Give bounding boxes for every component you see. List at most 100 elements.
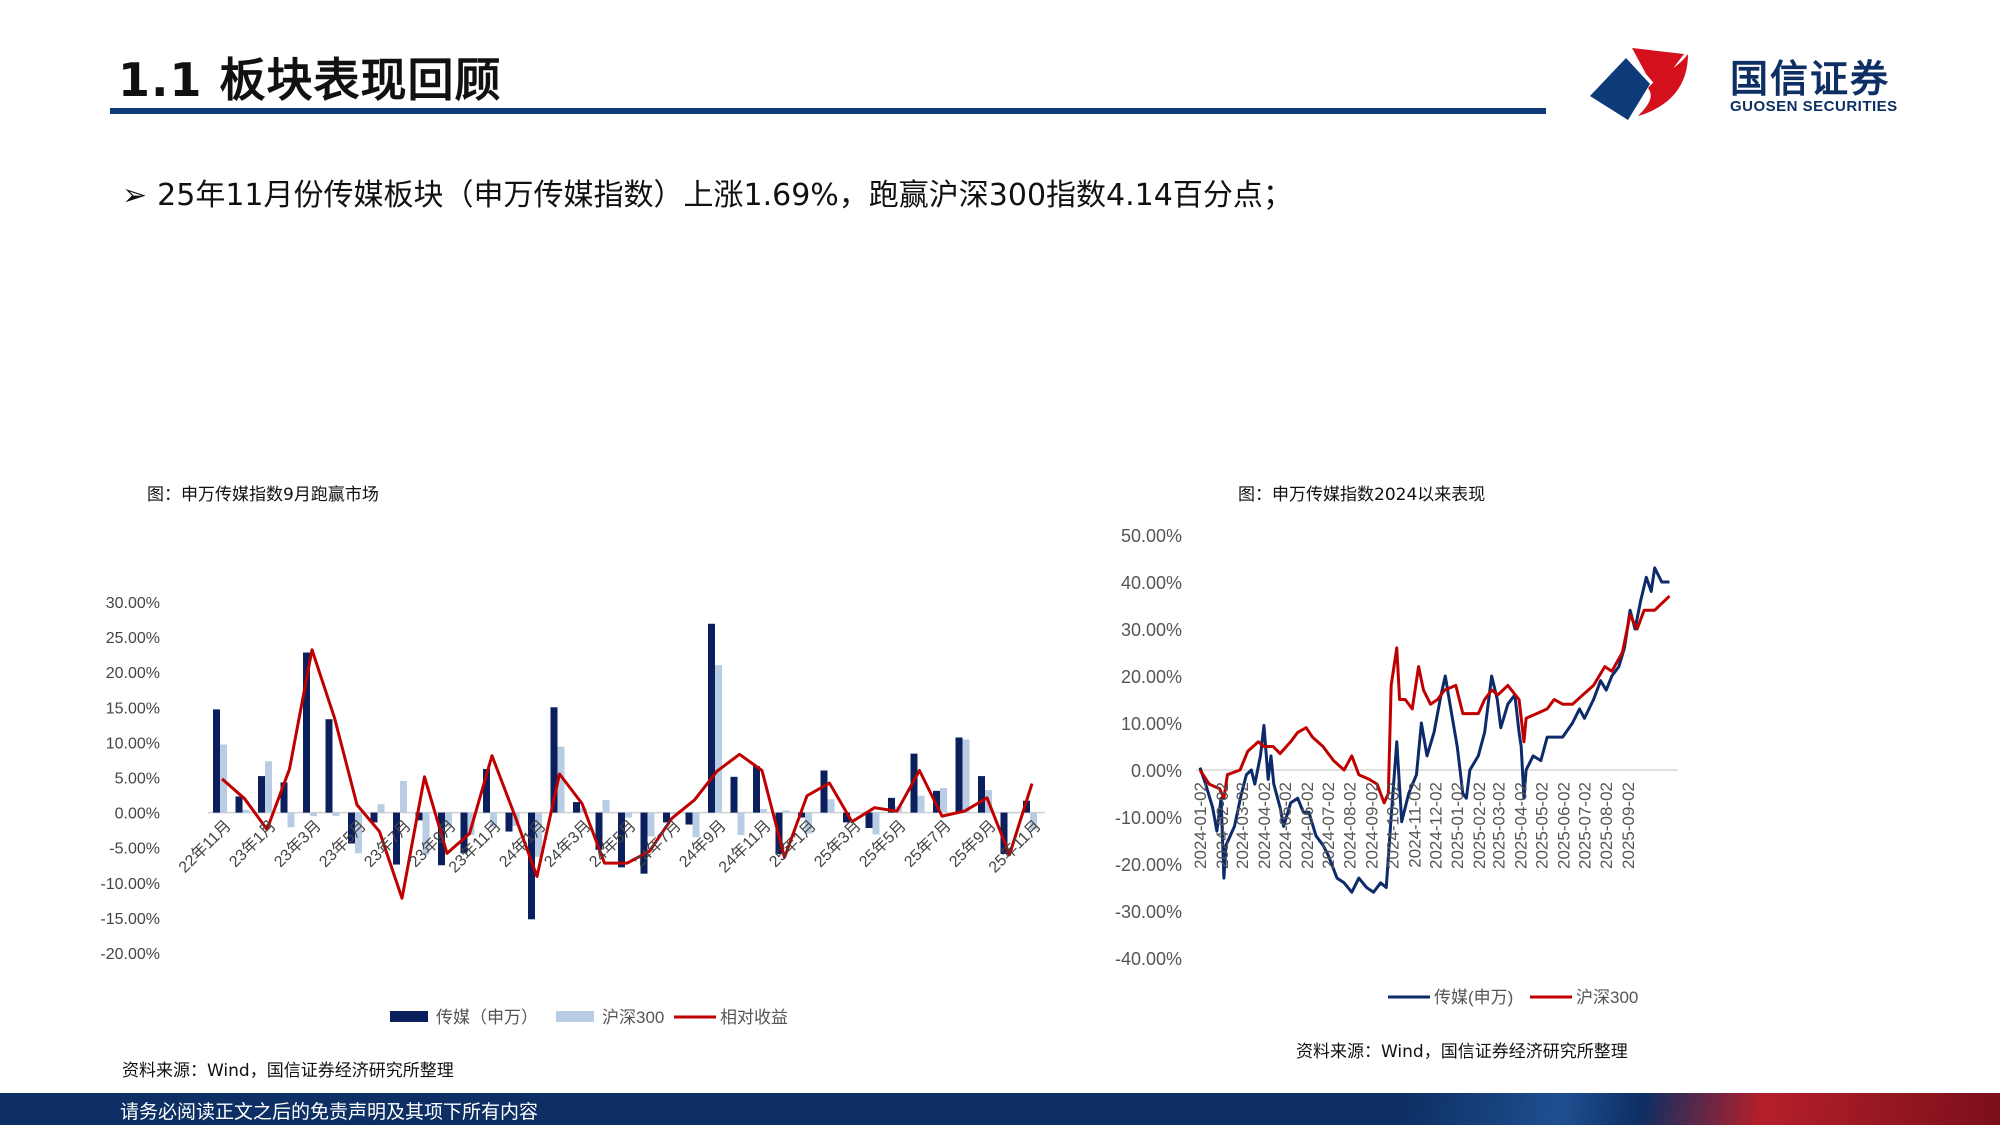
bar-csi300 — [422, 812, 430, 855]
bar-csi300 — [287, 812, 295, 828]
bar-csi300 — [535, 812, 542, 857]
legend-label: 传媒（申万） — [436, 1008, 538, 1027]
x-tick-label: 2025-05-02 — [1533, 782, 1552, 869]
bar-media — [460, 812, 468, 854]
bar-csi300 — [872, 812, 880, 835]
bar-csi300 — [647, 812, 655, 837]
bar-csi300 — [715, 665, 722, 813]
bar-media — [685, 812, 693, 825]
bar-csi300 — [962, 739, 970, 813]
bar-csi300 — [850, 811, 857, 813]
y-tick-label: -5.00% — [109, 841, 160, 858]
legend-label: 传媒(申万) — [1434, 988, 1513, 1007]
cumulative-return-chart: 50.00% 40.00% 30.00% 20.00% 10.00% 0.00% -10.0… — [1115, 526, 1678, 1007]
x-tick-label: 2024-07-02 — [1319, 782, 1338, 869]
bar-csi300 — [400, 781, 407, 813]
x-tick-label: 23年1月 — [226, 817, 280, 871]
y-tick-label: 0.00% — [115, 806, 160, 823]
y-tick-label: -10.00% — [1115, 808, 1182, 828]
x-tick-label: 25年3月 — [811, 817, 865, 871]
footer-bar: 请务必阅读正文之后的免责声明及其项下所有内容 — [0, 1093, 2000, 1125]
y-tick-label: 10.00% — [106, 735, 160, 752]
bar-media — [258, 776, 265, 813]
bar-media — [415, 812, 423, 821]
x-tick-label: 2025-06-02 — [1554, 782, 1573, 869]
bar-media — [753, 766, 760, 813]
bar-csi300 — [692, 812, 700, 838]
bar-csi300 — [760, 809, 767, 813]
y-tick-label: 30.00% — [1121, 620, 1182, 640]
title-divider — [110, 108, 1546, 114]
bar-media — [393, 812, 400, 865]
bar-media — [663, 812, 670, 823]
bar-media — [618, 812, 625, 868]
x-tick-label: 2024-10-02 — [1384, 782, 1403, 869]
bar-media — [843, 812, 850, 823]
x-tick-label: 2025-07-02 — [1575, 782, 1594, 869]
x-tick-label: 2024-01-02 — [1191, 782, 1210, 869]
logo-mark-icon — [1590, 48, 1688, 120]
bar-media — [708, 623, 715, 813]
bar-media — [303, 652, 310, 813]
bar-csi300 — [490, 812, 497, 828]
y-tick-label: 15.00% — [106, 700, 160, 717]
bar-media — [730, 776, 738, 813]
x-tick-label: 25年7月 — [901, 817, 955, 871]
bar-media — [978, 776, 985, 813]
page-title: 1.1 板块表现回顾 — [118, 53, 502, 107]
bar-media — [213, 709, 220, 813]
x-tick-label: 2024-03-02 — [1233, 782, 1252, 869]
bar-csi300 — [1030, 812, 1037, 830]
x-tick-label: 2024-02-02 — [1213, 782, 1232, 869]
bar-media — [370, 812, 378, 823]
bar-csi300 — [265, 761, 272, 813]
legend-swatch — [556, 1011, 594, 1022]
left-chart-source: 资料来源：Wind，国信证券经济研究所整理 — [122, 1061, 454, 1081]
y-tick-label: 40.00% — [1121, 573, 1182, 593]
y-tick-label: -15.00% — [100, 911, 160, 928]
logo-text-en: GUOSEN SECURITIES — [1730, 98, 1898, 115]
y-tick-label: 20.00% — [1121, 667, 1182, 687]
y-tick-label: -10.00% — [100, 876, 160, 893]
bar-media — [348, 812, 355, 844]
line-media — [1198, 566, 1670, 894]
bar-csi300 — [602, 799, 610, 813]
monthly-return-chart: 30.00% 25.00% 20.00% 15.00% 10.00% 5.00% 0.00%… — [100, 595, 1045, 1027]
bar-media — [325, 719, 333, 813]
x-tick-label: 2025-01-02 — [1448, 782, 1467, 869]
bar-media — [235, 796, 243, 813]
bar-media — [1023, 800, 1030, 813]
logo-text-cn: 国信证券 — [1730, 57, 1891, 101]
x-tick-label: 25年1月 — [766, 817, 820, 871]
right-chart-source: 资料来源：Wind，国信证券经济研究所整理 — [1296, 1042, 1628, 1062]
bar-media — [820, 770, 828, 813]
x-tick-label: 2024-09-02 — [1362, 782, 1381, 869]
bar-csi300 — [670, 812, 677, 815]
bar-csi300 — [242, 809, 250, 813]
y-tick-label: 5.00% — [115, 771, 160, 788]
bar-csi300 — [310, 812, 317, 817]
bar-media — [573, 802, 580, 813]
x-tick-label: 2025-09-02 — [1619, 782, 1638, 869]
x-tick-label: 2024-12-02 — [1426, 782, 1445, 869]
bar-csi300 — [355, 812, 362, 854]
line-csi300 — [1198, 595, 1671, 805]
x-tick-label: 2024-08-02 — [1341, 782, 1360, 869]
x-tick-label: 2025-04-02 — [1511, 782, 1530, 869]
x-tick-label: 2024-11-02 — [1405, 782, 1424, 868]
bar-media — [550, 707, 558, 813]
legend-label: 相对收益 — [720, 1008, 788, 1027]
guosen-logo: 国信证券 GUOSEN SECURITIES — [1588, 44, 1908, 124]
bar-media — [505, 812, 513, 832]
y-tick-label: -20.00% — [1115, 855, 1182, 875]
summary-bullet: ➢ 25年11月份传媒板块（申万传媒指数）上涨1.69%，跑赢沪深300指数4.1… — [122, 170, 1293, 214]
y-tick-label: 50.00% — [1121, 526, 1182, 546]
x-tick-label: 23年7月 — [361, 817, 415, 871]
right-chart-title: 图：申万传媒指数2024以来表现 — [1238, 485, 1486, 505]
x-tick-label: 2025-02-02 — [1470, 782, 1489, 869]
bar-csi300 — [917, 795, 925, 813]
left-chart-title: 图：申万传媒指数9月跑赢市场 — [147, 485, 379, 505]
legend-swatch — [390, 1011, 428, 1022]
disclaimer-text: 请务必阅读正文之后的免责声明及其项下所有内容 — [120, 1101, 539, 1123]
bar-csi300 — [377, 804, 385, 813]
